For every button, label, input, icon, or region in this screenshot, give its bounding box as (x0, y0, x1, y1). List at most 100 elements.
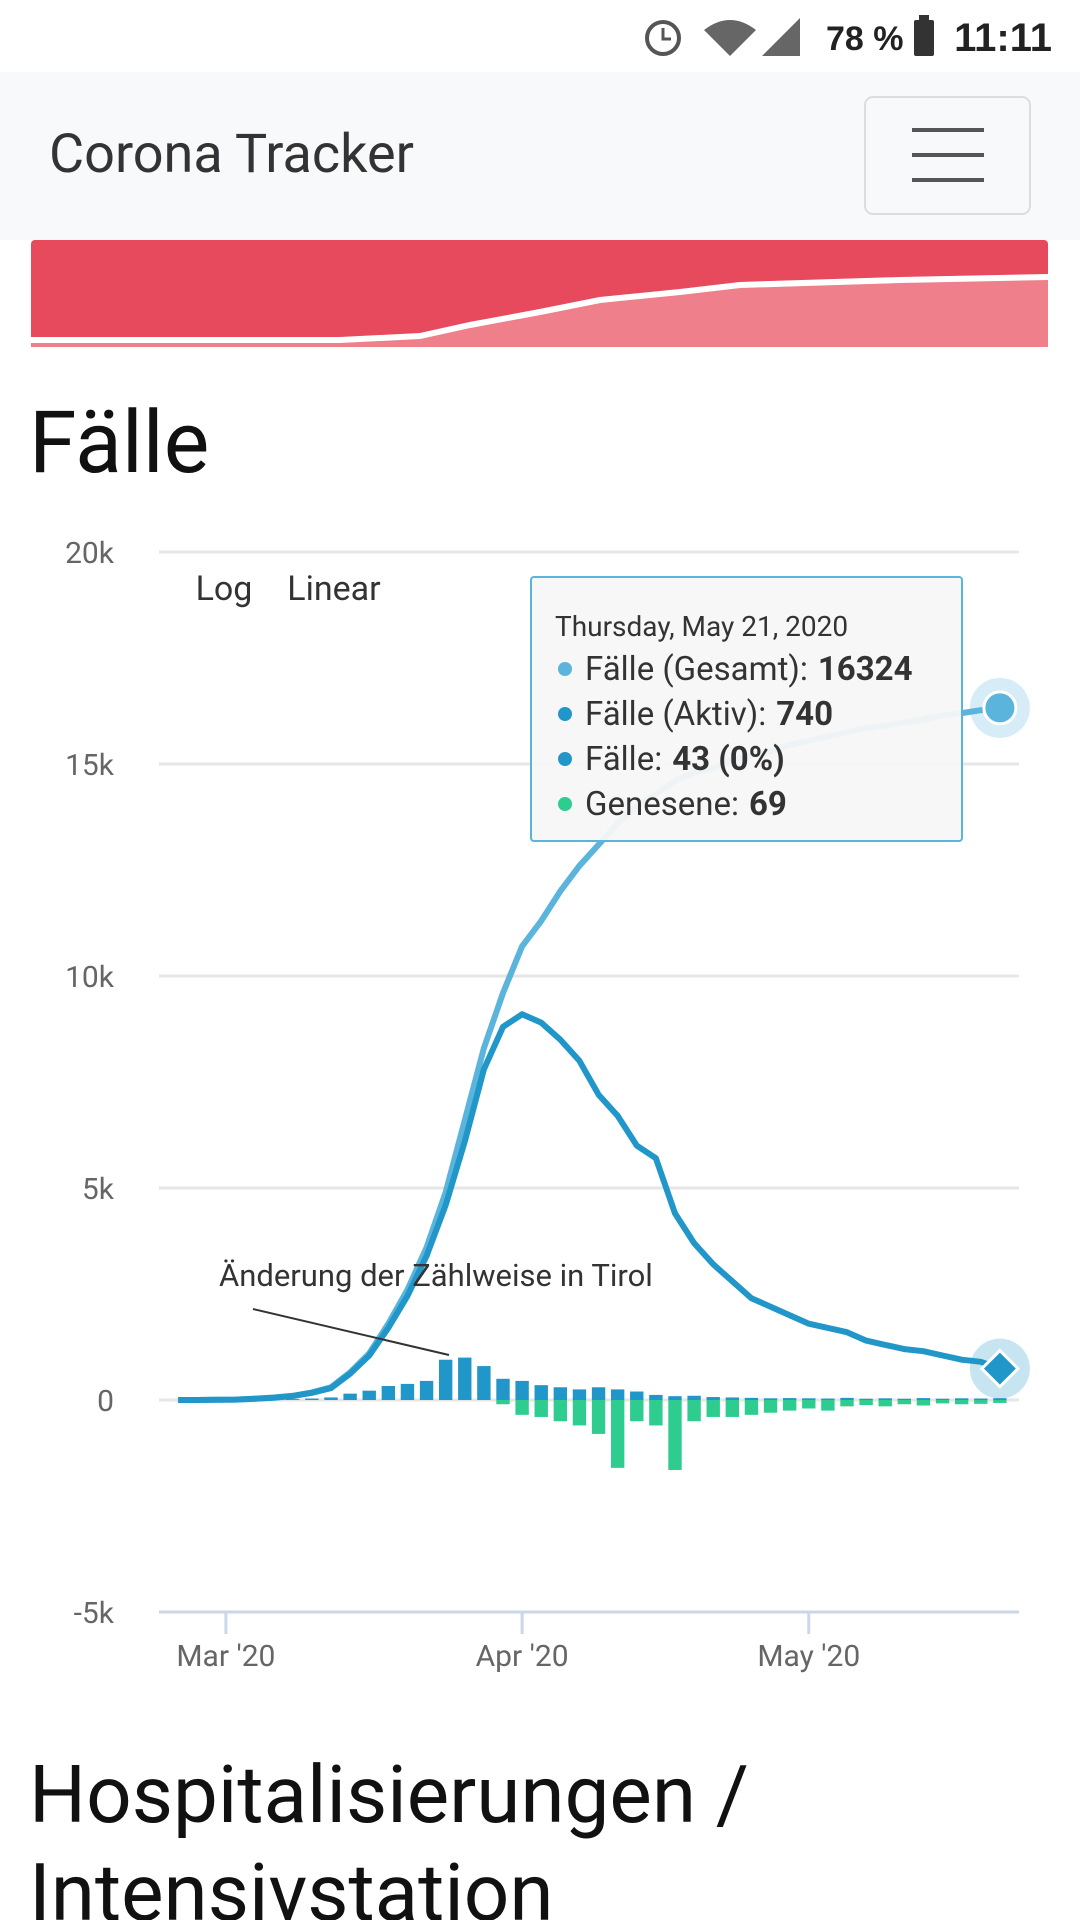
bar (859, 1400, 873, 1406)
bar (438, 1359, 453, 1400)
bar (763, 1400, 778, 1413)
battery-level: 78 % (826, 20, 904, 58)
bar (305, 1398, 319, 1400)
bar (821, 1400, 835, 1411)
bar (821, 1398, 835, 1400)
bar (610, 1389, 625, 1400)
tooltip-value: 740 (776, 695, 833, 734)
marker (979, 1348, 1021, 1389)
bar (419, 1380, 434, 1400)
bar (649, 1394, 663, 1400)
tooltip-separator: : (731, 785, 739, 824)
bar (706, 1400, 720, 1417)
tooltip-item: Fälle: 43 (0%) (585, 740, 785, 779)
bar (859, 1398, 873, 1400)
bar (916, 1400, 931, 1406)
tooltip-item: Genesene: 69 (585, 785, 787, 824)
tooltip-dot (558, 797, 572, 811)
bar (954, 1400, 969, 1405)
bar (878, 1400, 892, 1407)
bar (840, 1400, 854, 1407)
bar (496, 1378, 510, 1400)
tooltip-separator: : (800, 650, 808, 689)
tooltip-item: Fälle (Gesamt): 16324 (585, 650, 913, 689)
y-tick-label: 5k (82, 1172, 115, 1207)
bar (687, 1395, 701, 1400)
bar (840, 1397, 854, 1400)
bar (935, 1400, 950, 1404)
x-tick-label: Apr '20 (476, 1639, 569, 1674)
tooltip (530, 576, 963, 842)
status-icons (645, 15, 934, 56)
x-tick-label: May '20 (757, 1639, 860, 1674)
bar (878, 1398, 892, 1400)
bar (935, 1398, 950, 1400)
bar (954, 1398, 969, 1400)
tooltip-series-name: Fälle (Gesamt) (585, 650, 800, 689)
tooltip-separator: : (758, 695, 766, 734)
bar (591, 1387, 606, 1400)
bar (782, 1400, 797, 1411)
clock: 11:11 (954, 16, 1052, 60)
status-bar (0, 0, 1080, 72)
bar (897, 1398, 912, 1400)
y-tick-label: 0 (97, 1384, 114, 1419)
bar (553, 1400, 568, 1422)
bar (993, 1400, 1007, 1403)
bar (744, 1397, 759, 1400)
marker (982, 690, 1018, 726)
annotation: Änderung der Zählweise in Tirol (219, 1257, 653, 1294)
bar (763, 1398, 778, 1400)
tooltip-item: Fälle (Aktiv): 740 (585, 695, 833, 734)
bar (591, 1400, 606, 1434)
tooltip-value: 16324 (818, 650, 913, 689)
menu-button[interactable] (864, 96, 1031, 215)
bar (802, 1398, 816, 1400)
section-title: Hospitalisierungen / (29, 1748, 749, 1842)
bar (725, 1397, 740, 1400)
tooltip-dot (558, 662, 572, 676)
y-tick-label: 15k (65, 748, 115, 783)
bar (744, 1400, 759, 1415)
bar (897, 1400, 912, 1405)
bar (572, 1400, 587, 1426)
bar (802, 1400, 816, 1409)
line (178, 1011, 1001, 1403)
bar (477, 1366, 491, 1400)
summary-card (31, 240, 1049, 347)
section-title: Intensivstation (29, 1846, 554, 1920)
bar (706, 1397, 720, 1400)
bar (458, 1357, 472, 1400)
bar (610, 1400, 625, 1468)
app-title[interactable]: Corona Tracker (49, 123, 414, 186)
scale-button[interactable]: Linear (287, 569, 381, 609)
tooltip-date: Thursday, May 21, 2020 (555, 610, 848, 643)
section-title: Fälle (29, 392, 209, 493)
bar (993, 1398, 1007, 1400)
scale-button[interactable]: Log (196, 569, 253, 609)
bar (496, 1400, 510, 1405)
bar (782, 1398, 797, 1400)
bar (381, 1386, 396, 1400)
bar (343, 1393, 357, 1400)
bar (286, 1399, 300, 1400)
bar (534, 1385, 548, 1400)
navbar (0, 72, 1080, 240)
tooltip-separator: : (654, 740, 662, 779)
tooltip-series-name: Fälle (Aktiv) (585, 695, 758, 734)
bar (400, 1383, 415, 1400)
bar (668, 1400, 682, 1470)
chart: -5k 0 5k 10k 15k 20k Mar '20 Apr '20 May '20 Log L… (65, 536, 1030, 1674)
bar (630, 1400, 644, 1422)
bar (974, 1400, 988, 1404)
bar (649, 1400, 663, 1426)
tooltip-dot (558, 707, 572, 721)
x-tick-label: Mar '20 (176, 1639, 275, 1674)
bar (324, 1397, 338, 1400)
bar (668, 1396, 682, 1400)
annotation-line (252, 1308, 450, 1356)
tooltip-series-name: Fälle (585, 740, 654, 779)
bar (515, 1400, 529, 1415)
